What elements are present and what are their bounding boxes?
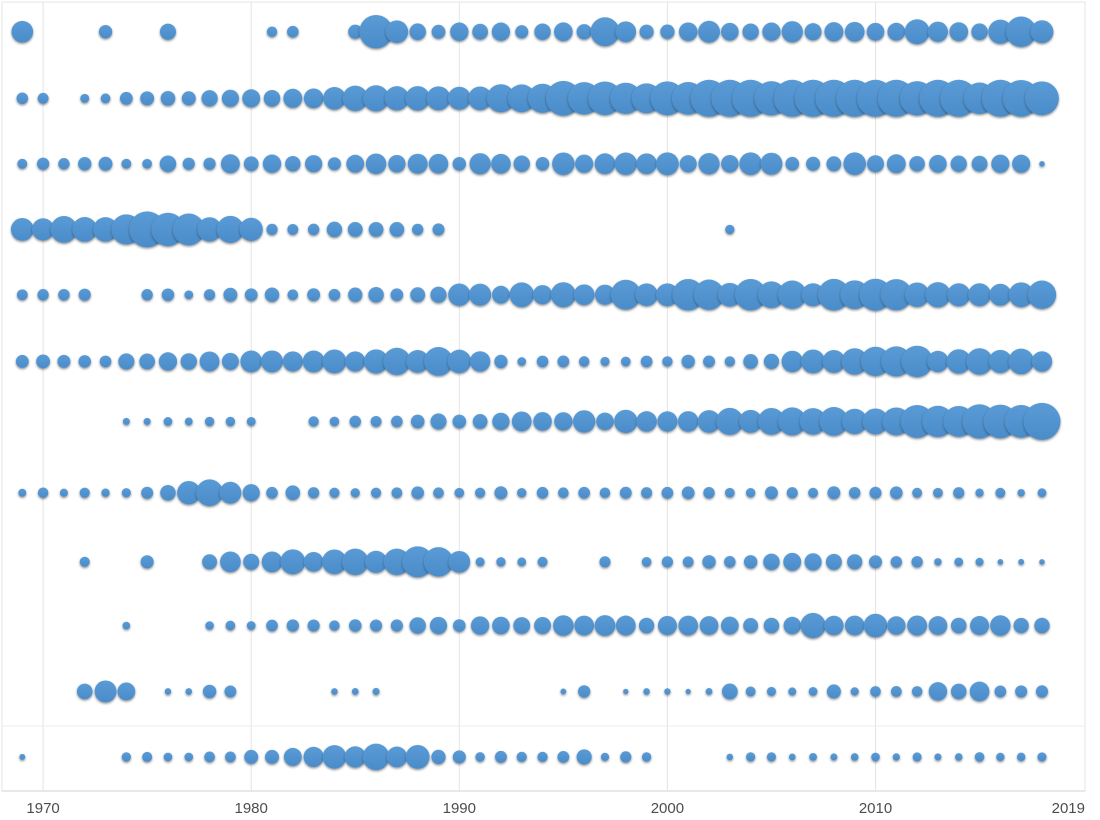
svg-text:1980: 1980 (235, 800, 268, 817)
svg-text:2000: 2000 (651, 800, 684, 817)
svg-text:1990: 1990 (443, 800, 476, 817)
svg-text:2010: 2010 (859, 800, 892, 817)
svg-text:2019: 2019 (1052, 800, 1085, 817)
svg-text:1970: 1970 (26, 800, 59, 817)
